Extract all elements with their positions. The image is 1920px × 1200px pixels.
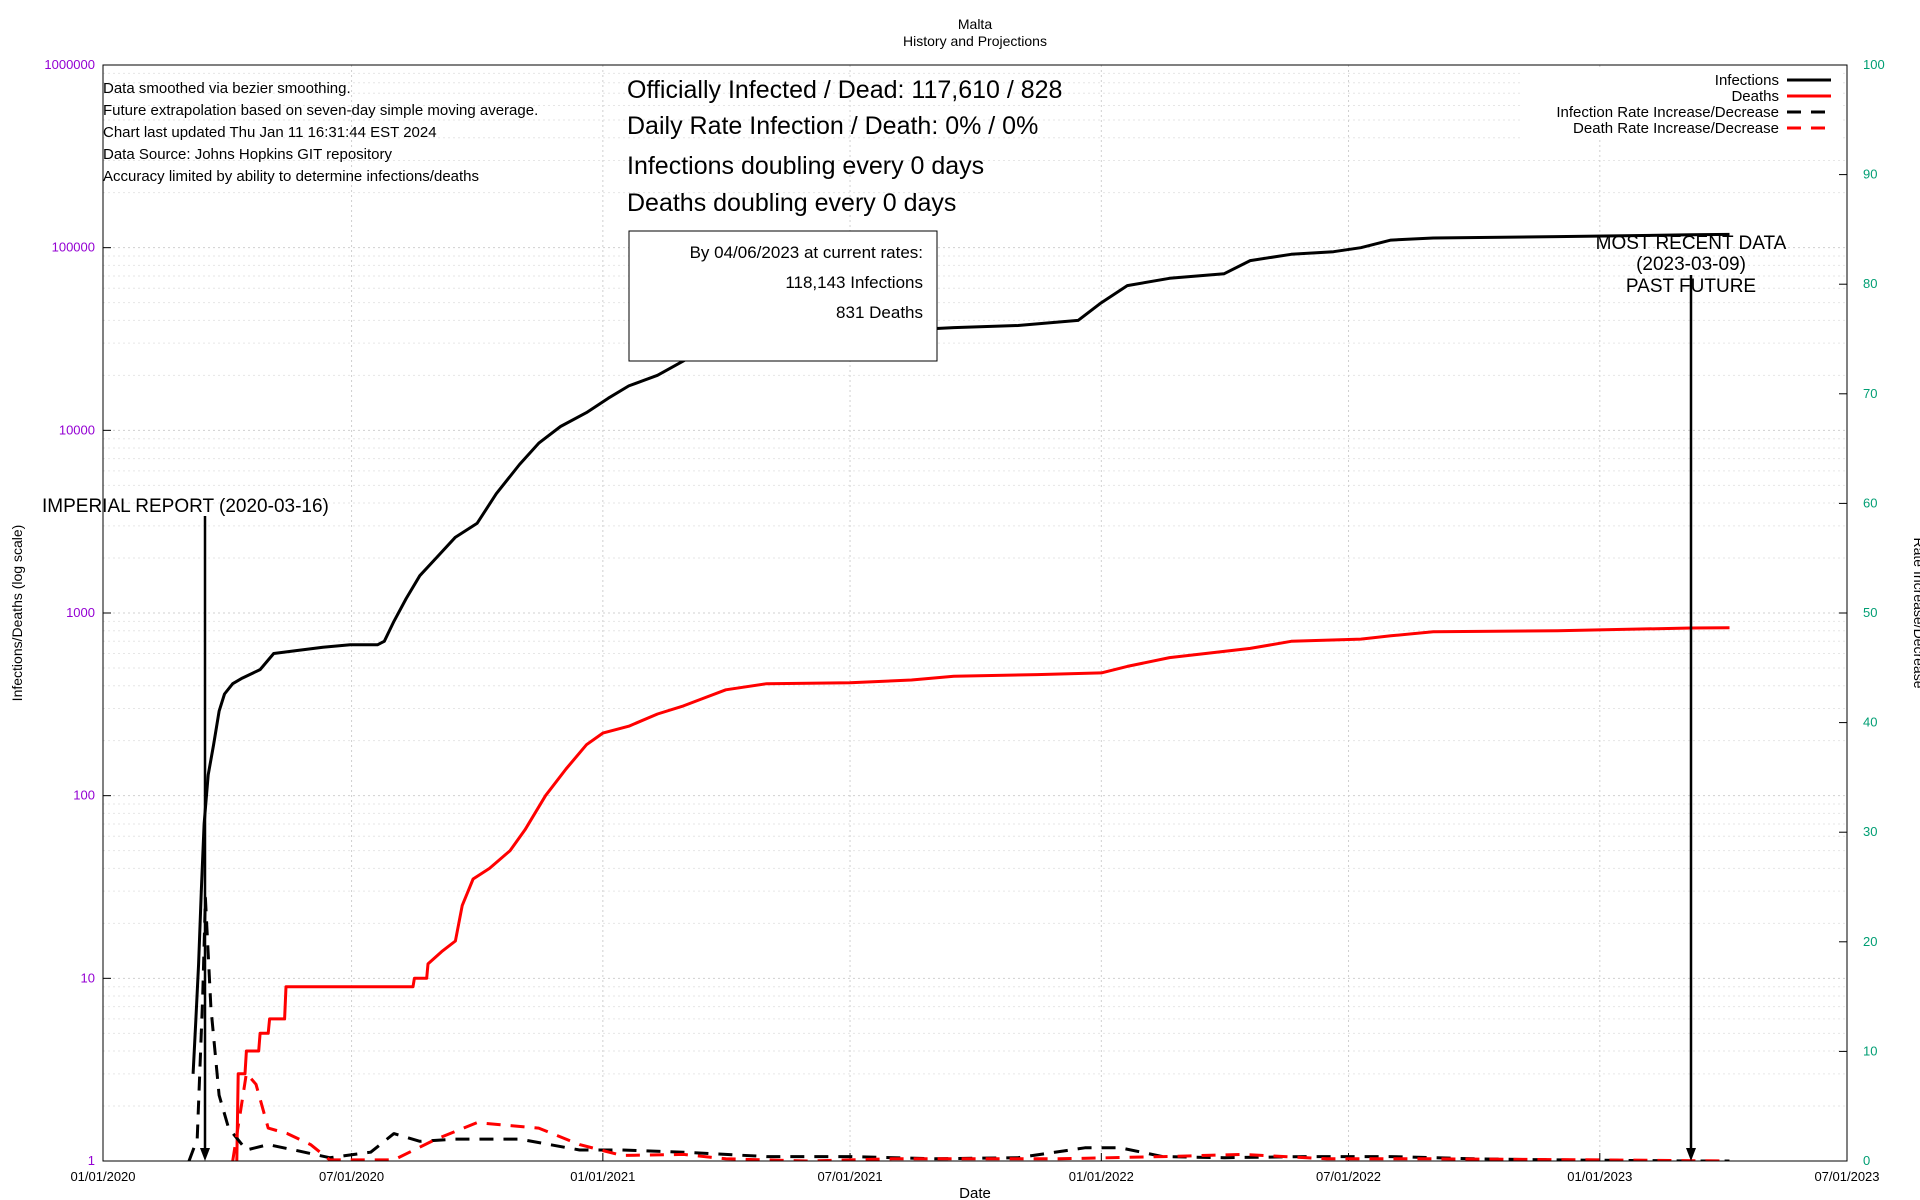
y-tick-label: 100 <box>73 788 95 803</box>
series-line-2 <box>187 896 1730 1161</box>
series-line-3 <box>231 1071 1730 1161</box>
legend-label: Death Rate Increase/Decrease <box>1573 120 1779 137</box>
projection-deaths: 831 Deaths <box>836 303 923 322</box>
legend-item-death-rate: Death Rate Increase/Decrease <box>1573 120 1831 137</box>
note-line: Accuracy limited by ability to determine… <box>103 168 479 185</box>
imperial-annotation: IMPERIAL REPORT (2020-03-16) <box>42 496 329 1161</box>
y2-tick-label: 60 <box>1863 495 1877 510</box>
y2-tick-label: 70 <box>1863 386 1877 401</box>
stats-block: Officially Infected / Dead: 117,610 / 82… <box>627 76 1062 217</box>
y-tick-label: 1000000 <box>44 57 95 72</box>
y2-tick-label: 40 <box>1863 715 1877 730</box>
x-tick-label: 01/01/2022 <box>1069 1169 1134 1184</box>
note-line: Chart last updated Thu Jan 11 16:31:44 E… <box>103 124 437 141</box>
y2-tick-label: 10 <box>1863 1043 1877 1058</box>
y2-tick-label: 80 <box>1863 276 1877 291</box>
x-axis-label: Date <box>959 1185 991 1200</box>
most-recent-date: (2023-03-09) <box>1636 254 1746 275</box>
recent-data-annotation: MOST RECENT DATA (2023-03-09) PAST FUTUR… <box>1596 233 1787 1161</box>
y-tick-label: 10000 <box>59 422 95 437</box>
deaths-doubling: Deaths doubling every 0 days <box>627 189 956 217</box>
series-group <box>187 232 1730 1161</box>
x-tick-label: 07/01/2022 <box>1316 1169 1381 1184</box>
projection-infections: 118,143 Infections <box>785 273 923 292</box>
y2-tick-label: 0 <box>1863 1153 1870 1168</box>
y2-tick-label: 20 <box>1863 934 1877 949</box>
x-tick-label: 01/01/2023 <box>1567 1169 1632 1184</box>
notes-block: Data smoothed via bezier smoothing. Futu… <box>103 80 538 185</box>
x-tick-label: 07/01/2023 <box>1814 1169 1879 1184</box>
chart-title: Malta <box>958 16 992 32</box>
series-line-1 <box>235 626 1730 1161</box>
x-tick-label: 01/01/2020 <box>70 1169 135 1184</box>
legend-label: Infections <box>1715 72 1779 89</box>
plot-frame <box>102 64 1848 1162</box>
y-tick-label: 10 <box>81 970 95 985</box>
x-tick-label: 07/01/2021 <box>817 1169 882 1184</box>
x-tick-label: 07/01/2020 <box>319 1169 384 1184</box>
y-tick-label: 1000 <box>66 605 95 620</box>
axis-ticks: 01/01/2020 07/01/2020 01/01/2021 07/01/2021… <box>44 57 1884 1184</box>
legend-item-deaths: Deaths <box>1731 88 1831 105</box>
legend-item-infection-rate: Infection Rate Increase/Decrease <box>1556 104 1831 121</box>
x-tick-label: 01/01/2021 <box>570 1169 635 1184</box>
note-line: Future extrapolation based on seven-day … <box>103 102 538 119</box>
chart-subtitle: History and Projections <box>903 33 1047 49</box>
legend-label: Infection Rate Increase/Decrease <box>1556 104 1779 121</box>
y2-tick-label: 100 <box>1863 57 1885 72</box>
y2-tick-label: 50 <box>1863 605 1877 620</box>
legend-background <box>1520 70 1840 140</box>
imperial-report-label: IMPERIAL REPORT (2020-03-16) <box>42 496 329 517</box>
y-tick-label: 1 <box>88 1153 95 1168</box>
infections-doubling: Infections doubling every 0 days <box>627 152 984 180</box>
imperial-arrow-head <box>200 1148 210 1161</box>
y2-tick-label: 90 <box>1863 167 1877 182</box>
y-axis-label: Infections/Deaths (log scale) <box>9 525 25 702</box>
note-line: Data Source: Johns Hopkins GIT repositor… <box>103 146 393 163</box>
projection-box: By 04/06/2023 at current rates: 118,143 … <box>628 230 938 362</box>
grid <box>102 65 1848 1162</box>
officially-infected-dead: Officially Infected / Dead: 117,610 / 82… <box>627 76 1062 104</box>
most-recent-label: MOST RECENT DATA <box>1596 233 1787 254</box>
y2-tick-label: 30 <box>1863 824 1877 839</box>
legend: Infections Deaths Infection Rate Increas… <box>1520 70 1840 140</box>
legend-label: Deaths <box>1731 88 1779 105</box>
projection-heading: By 04/06/2023 at current rates: <box>690 243 923 262</box>
series-line-0 <box>191 232 1730 1074</box>
y2-axis-label: Rate Increase/Decrease <box>1911 538 1920 689</box>
daily-rate: Daily Rate Infection / Death: 0% / 0% <box>627 112 1038 140</box>
projection-frame <box>628 230 938 362</box>
note-line: Data smoothed via bezier smoothing. <box>103 80 351 97</box>
recent-arrow-head <box>1686 1148 1696 1161</box>
y-tick-label: 100000 <box>52 240 95 255</box>
legend-item-infections: Infections <box>1715 72 1831 89</box>
